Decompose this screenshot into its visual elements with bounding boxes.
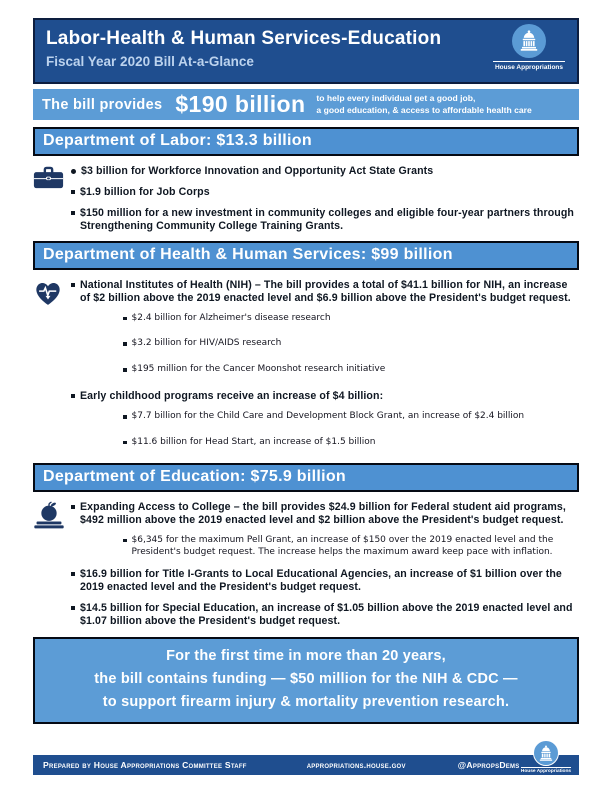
page-content: Labor-Health & Human Services-Education … (33, 18, 579, 724)
bullet-marker (123, 538, 127, 543)
bullet-marker (123, 316, 127, 321)
banner-prefix: The bill provides (42, 96, 163, 113)
banner-desc-line1: to help every individual get a good job, (316, 93, 476, 104)
heart-pulse-icon-glyph (36, 282, 60, 305)
apple-book-icon (33, 501, 65, 529)
bullet-marker (71, 504, 75, 509)
bullet-text: $16.9 billion for Title I-Grants to Loca… (80, 568, 562, 594)
footer-website-link[interactable]: appropriations.house.gov (306, 760, 406, 770)
bullet-list: Expanding Access to College – the bill p… (71, 501, 577, 628)
footer-house-appropriations-logo: House Appropriations (517, 740, 575, 774)
banner-description: to help every individual get a good job,… (316, 93, 531, 116)
bullet-text: $14.5 billion for Special Education, an … (80, 602, 573, 628)
capitol-icon-glyph (539, 745, 553, 761)
page-subtitle: Fiscal Year 2020 Bill At-a-Glance (46, 54, 254, 69)
section-title: Department of Education: $75.9 billion (43, 467, 346, 485)
bullet-marker (123, 368, 127, 372)
bullet-marker (123, 342, 127, 346)
capitol-icon (533, 740, 559, 766)
bullet-marker (71, 169, 76, 174)
bullet-marker (71, 282, 75, 287)
logo-label: House Appropriations (494, 64, 563, 71)
apple-book-icon-glyph (34, 501, 64, 529)
house-appropriations-logo: House Appropriations (491, 24, 567, 71)
bullet-marker (71, 606, 75, 611)
footer-twitter-handle[interactable]: @AppropsDems (457, 760, 520, 770)
bullet-text: $1.9 billion for Job Corps (80, 185, 210, 198)
sub-bullet-text: $3.2 billion for HIV/AIDS research (131, 338, 282, 349)
logo-label: House Appropriations (520, 769, 572, 774)
sub-bullet-list: $2.4 billion for Alzheimer's disease res… (123, 313, 577, 377)
page-title: Labor-Health & Human Services-Education (46, 28, 442, 49)
section-education: Department of Education: $75.9 billion E… (33, 462, 579, 628)
header: Labor-Health & Human Services-Education … (33, 18, 579, 84)
sub-bullet-item: $195 million for the Cancer Moonshot res… (123, 364, 577, 376)
section-body-hhs: National Institutes of Health (NIH) – Th… (33, 270, 579, 449)
section-body-labor: $3 billion for Workforce Innovation and … (33, 156, 579, 233)
bullet-marker (71, 572, 75, 577)
sub-bullet-item: $11.6 billion for Head Start, an increas… (123, 437, 577, 449)
sub-bullet-item: $2.4 billion for Alzheimer's disease res… (123, 313, 577, 325)
sub-bullet-text: $11.6 billion for Head Start, an increas… (131, 436, 376, 447)
sub-bullet-item: $7.7 billion for the Child Care and Deve… (123, 411, 577, 423)
bullet-item: $16.9 billion for Title I-Grants to Loca… (71, 568, 577, 594)
logo-divider (521, 767, 571, 768)
bullet-text: National Institutes of Health (NIH) – Th… (80, 278, 571, 304)
bullet-item: $14.5 billion for Special Education, an … (71, 602, 577, 628)
bullet-marker (71, 189, 75, 194)
heart-pulse-icon (33, 279, 63, 307)
logo-divider (493, 61, 565, 62)
total-banner: The bill provides $190 billion to help e… (33, 89, 579, 120)
highlight-line2: the bill contains funding — $50 million … (94, 671, 518, 688)
bullet-marker (123, 415, 127, 419)
footer-bar: Prepared by House Appropriations Committ… (33, 740, 579, 775)
sub-bullet-list: $6,345 for the maximum Pell Grant, an in… (123, 535, 577, 559)
sub-bullet-text: $195 million for the Cancer Moonshot res… (131, 364, 386, 375)
total-amount: $190 billion (175, 91, 306, 117)
sub-bullet-item: $3.2 billion for HIV/AIDS research (123, 338, 577, 350)
capitol-icon-glyph (520, 30, 538, 51)
bullet-marker (123, 440, 127, 445)
bullet-text: $150 million for a new investment in com… (80, 206, 574, 232)
section-title: Department of Labor: $13.3 billion (43, 132, 312, 149)
sub-bullet-list: $7.7 billion for the Child Care and Deve… (123, 411, 577, 449)
bullet-item: $3 billion for Workforce Innovation and … (71, 165, 577, 178)
section-header-labor: Department of Labor: $13.3 billion (33, 127, 579, 156)
section-labor: Department of Labor: $13.3 billion $3 bi… (33, 127, 579, 233)
highlight-line3: to support firearm injury & mortality pr… (102, 694, 510, 711)
bullet-item: Expanding Access to College – the bill p… (71, 501, 577, 527)
bullet-list: National Institutes of Health (NIH) – Th… (71, 279, 577, 449)
section-header-education: Department of Education: $75.9 billion (33, 462, 579, 492)
section-title: Department of Health & Human Services: $… (43, 245, 453, 263)
sub-bullet-text: $7.7 billion for the Child Care and Deve… (131, 411, 525, 422)
highlight-line1: For the first time in more than 20 years… (166, 648, 446, 665)
footer-credit: Prepared by House Appropriations Committ… (43, 760, 247, 770)
bullet-marker (71, 210, 75, 215)
briefcase-icon (33, 165, 64, 190)
sub-bullet-text: $2.4 billion for Alzheimer's disease res… (131, 312, 331, 323)
section-header-hhs: Department of Health & Human Services: $… (33, 240, 579, 270)
bullet-text: $3 billion for Workforce Innovation and … (81, 165, 434, 177)
sub-bullet-text: $6,345 for the maximum Pell Grant, an in… (131, 534, 554, 557)
briefcase-icon-glyph (33, 166, 64, 189)
capitol-icon (512, 24, 546, 58)
bullet-text: Expanding Access to College – the bill p… (80, 500, 566, 526)
banner-desc-line2: a good education, & access to affordable… (316, 104, 532, 115)
bullet-list: $3 billion for Workforce Innovation and … (71, 165, 577, 233)
bullet-item: $150 million for a new investment in com… (71, 207, 577, 233)
sub-bullet-item: $6,345 for the maximum Pell Grant, an in… (123, 535, 577, 559)
bullet-item: National Institutes of Health (NIH) – Th… (71, 279, 577, 305)
bullet-text: Early childhood programs receive an incr… (80, 390, 384, 403)
bullet-item: Early childhood programs receive an incr… (71, 390, 577, 403)
bullet-marker (71, 394, 75, 399)
firearm-research-banner: For the first time in more than 20 years… (33, 637, 579, 724)
section-hhs: Department of Health & Human Services: $… (33, 240, 579, 449)
bullet-item: $1.9 billion for Job Corps (71, 186, 577, 199)
section-body-education: Expanding Access to College – the bill p… (33, 492, 579, 628)
